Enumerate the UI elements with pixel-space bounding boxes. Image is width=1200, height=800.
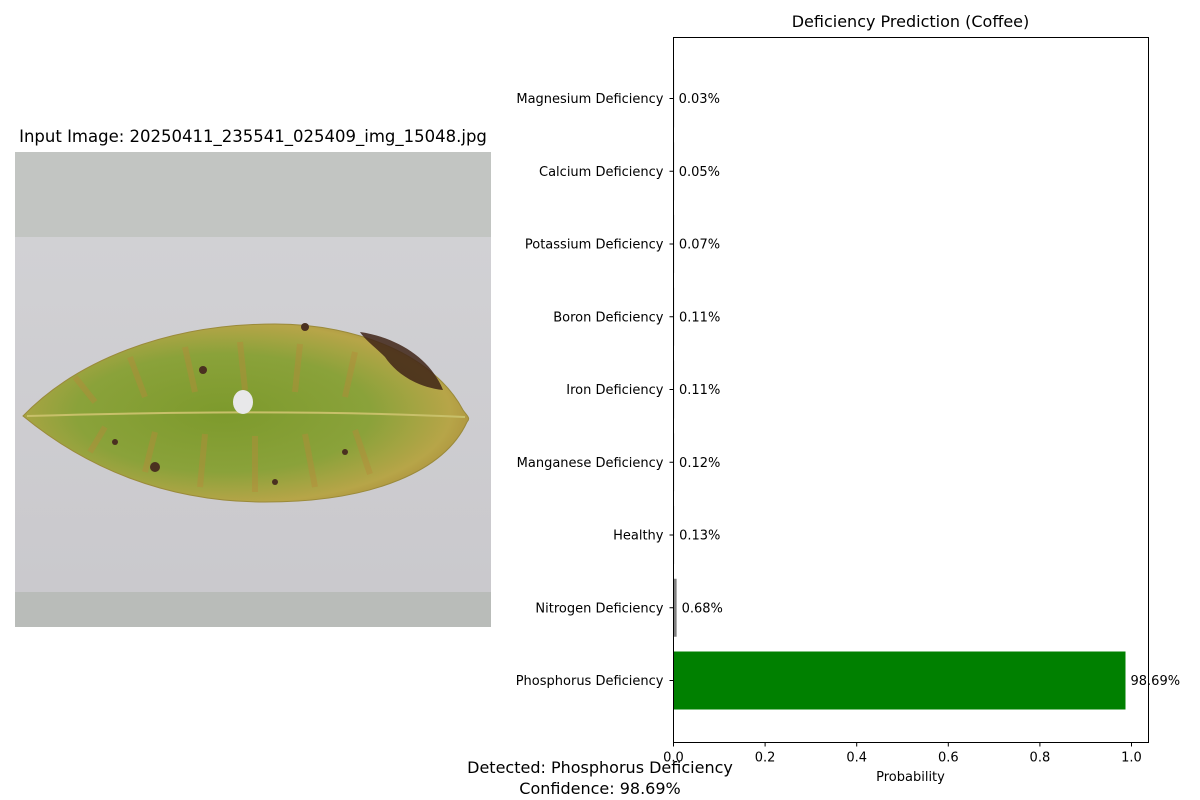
x-axis-label: Probability bbox=[876, 770, 945, 785]
y-tick-label: Magnesium Deficiency bbox=[516, 92, 663, 107]
x-tick-label: 1.0 bbox=[1121, 751, 1142, 766]
y-tick-label: Potassium Deficiency bbox=[525, 238, 664, 253]
value-label: 0.07% bbox=[679, 238, 720, 253]
value-label: 0.03% bbox=[679, 92, 720, 107]
y-tick-label: Healthy bbox=[613, 529, 664, 544]
x-tick-label: 0.6 bbox=[938, 751, 959, 766]
value-label: 0.12% bbox=[679, 456, 720, 471]
value-label: 0.05% bbox=[679, 165, 720, 180]
value-label: 0.11% bbox=[679, 383, 720, 398]
y-tick-label: Manganese Deficiency bbox=[517, 456, 664, 471]
chart-marks: 98.69% 0.68% 0.13% 0.12% 0.11% 0.11% 0.07% 0.05… bbox=[674, 70, 1181, 710]
x-tick-label: 0.8 bbox=[1030, 751, 1051, 766]
detected-label: Detected: Phosphorus Deficiency bbox=[350, 758, 850, 777]
confidence-label: Confidence: 98.69% bbox=[350, 779, 850, 798]
value-label: 0.11% bbox=[679, 310, 720, 325]
y-tick-label: Phosphorus Deficiency bbox=[516, 674, 664, 689]
value-label: 98.69% bbox=[1131, 674, 1181, 689]
value-label: 0.13% bbox=[679, 529, 720, 544]
y-tick-label: Calcium Deficiency bbox=[539, 165, 664, 180]
y-tick-label: Iron Deficiency bbox=[566, 383, 664, 398]
value-label: 0.68% bbox=[682, 601, 723, 616]
y-tick-label: Boron Deficiency bbox=[553, 310, 664, 325]
plot-frame bbox=[674, 38, 1149, 743]
y-tick-label: Nitrogen Deficiency bbox=[535, 601, 663, 616]
bar-phosphorus-deficiency bbox=[674, 652, 1126, 710]
